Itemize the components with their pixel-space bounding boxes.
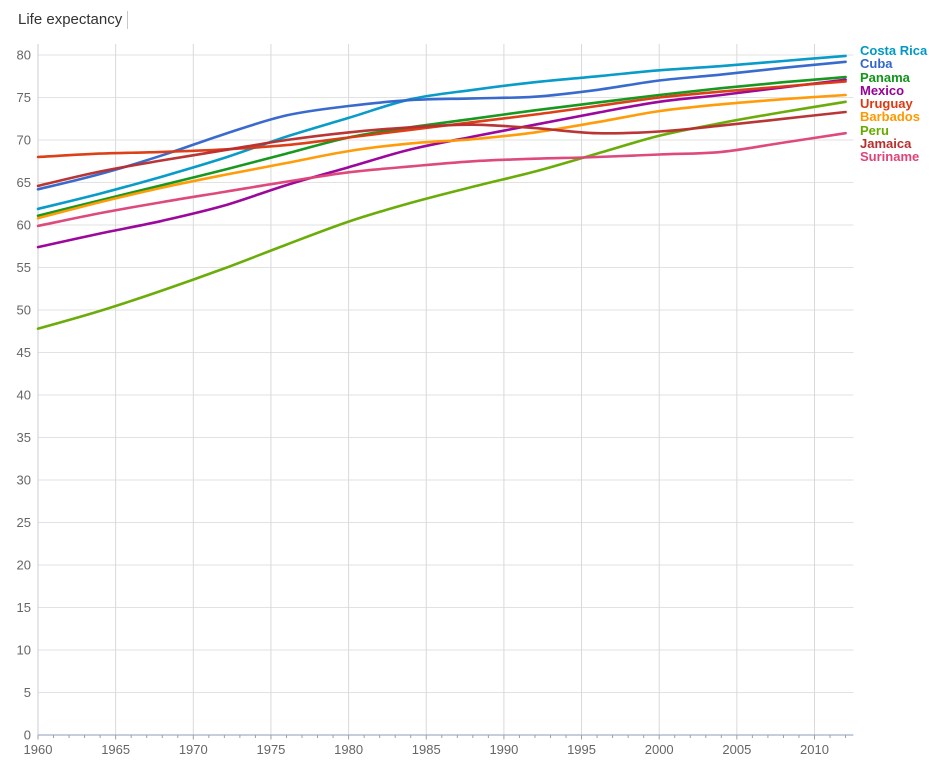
- x-tick-label: 1975: [256, 742, 285, 757]
- x-tick-label: 1970: [179, 742, 208, 757]
- y-tick-label: 70: [17, 133, 31, 148]
- gridlines: [37, 44, 854, 735]
- x-tick-label: 1995: [567, 742, 596, 757]
- y-tick-label: 25: [17, 515, 31, 530]
- y-tick-label: 60: [17, 218, 31, 233]
- legend-item-panama[interactable]: Panama: [860, 69, 910, 85]
- series-line-suriname[interactable]: [36, 131, 847, 228]
- y-tick-label: 80: [17, 48, 31, 63]
- legend-item-mexico[interactable]: Mexico: [860, 82, 905, 98]
- x-tick-label: 1960: [24, 742, 53, 757]
- series-line-jamaica[interactable]: [36, 110, 847, 188]
- y-tick-label: 30: [17, 473, 31, 488]
- series-line-cuba[interactable]: [36, 60, 847, 191]
- y-tick-label: 15: [17, 600, 31, 615]
- y-tick-label: 55: [17, 260, 31, 275]
- series-lines: [36, 54, 847, 330]
- y-tick-label: 10: [17, 643, 31, 658]
- x-axis: [37, 734, 854, 740]
- x-tick-label: 1985: [412, 742, 441, 757]
- y-tick-label: 0: [24, 728, 31, 743]
- series-line-barbados[interactable]: [36, 93, 847, 220]
- legend-item-costa-rica[interactable]: Costa Rica: [860, 43, 928, 58]
- title-caret: [127, 11, 128, 29]
- tick-labels: 0 5 10 15 20 25 30 35 40 45 50 55 60 65 70 75 80 1960 1965…: [17, 48, 829, 757]
- x-tick-label: 1965: [101, 742, 130, 757]
- legend-item-cuba[interactable]: Cuba: [860, 56, 893, 72]
- legend-item-suriname[interactable]: Suriname: [860, 149, 920, 165]
- page-title: Life expectancy: [18, 11, 123, 28]
- x-tick-label: 2005: [722, 742, 751, 757]
- legend-item-uruguay[interactable]: Uruguay: [860, 96, 913, 112]
- legend: Costa Rica Cuba Panama Mexico Uruguay Barbado…: [860, 44, 927, 164]
- x-tick-label: 2010: [800, 742, 829, 757]
- legend-item-peru[interactable]: Peru: [860, 122, 889, 138]
- series-line-peru[interactable]: [36, 100, 847, 330]
- x-tick-label: 1990: [489, 742, 518, 757]
- x-tick-label: 1980: [334, 742, 363, 757]
- y-tick-label: 20: [17, 558, 31, 573]
- y-tick-label: 35: [17, 430, 31, 445]
- x-tick-label: 2000: [645, 742, 674, 757]
- series-line-mexico[interactable]: [36, 78, 847, 249]
- y-tick-label: 5: [24, 685, 31, 700]
- y-tick-label: 45: [17, 345, 31, 360]
- y-tick-label: 40: [17, 388, 31, 403]
- legend-item-barbados[interactable]: Barbados: [860, 109, 920, 125]
- y-tick-label: 50: [17, 303, 31, 318]
- y-tick-label: 75: [17, 90, 31, 105]
- series-line-panama[interactable]: [36, 75, 847, 217]
- series-line-costa-rica[interactable]: [36, 54, 847, 211]
- legend-item-jamaica[interactable]: Jamaica: [860, 136, 912, 152]
- y-tick-label: 65: [17, 175, 31, 190]
